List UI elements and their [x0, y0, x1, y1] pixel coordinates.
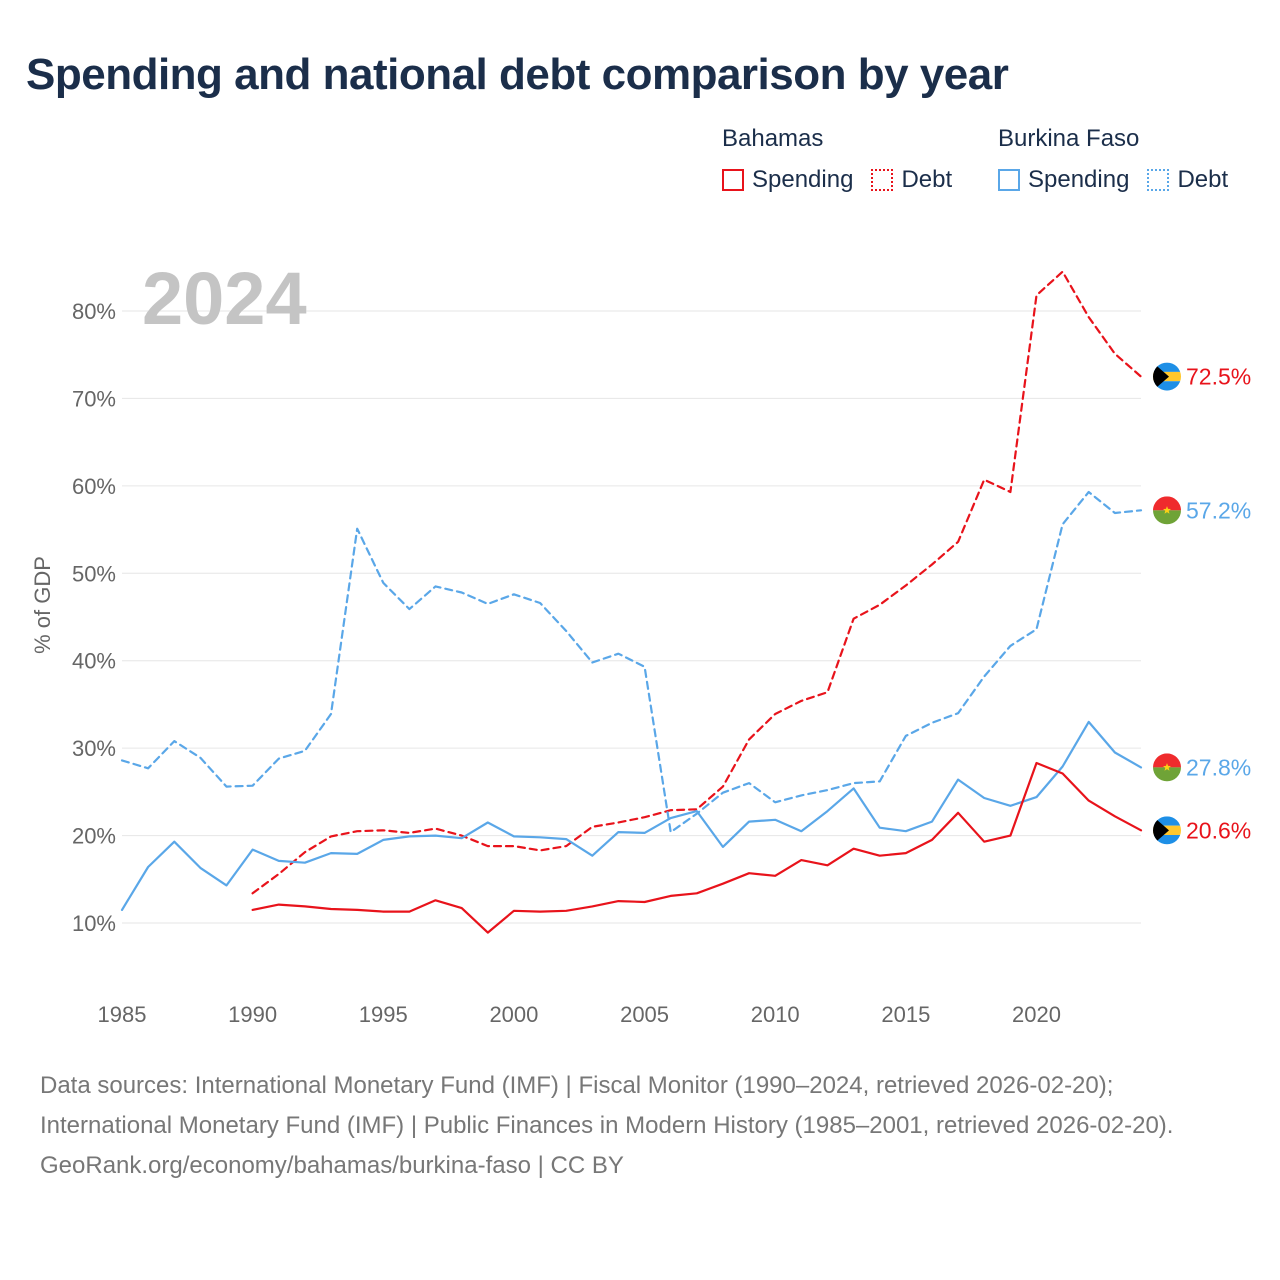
- legend-label-debt: Debt: [1177, 166, 1229, 193]
- end-marker: 20.6%: [1153, 816, 1251, 845]
- y-tick-label: 20%: [72, 824, 116, 849]
- x-tick-label: 2020: [1012, 1002, 1061, 1027]
- end-value-label: 20.6%: [1186, 817, 1251, 843]
- legend-swatch-dotted: [871, 169, 894, 191]
- end-marker: 72.5%: [1153, 362, 1251, 391]
- end-markers: 72.5% 57.2% 27.8% 20.6%: [1153, 362, 1251, 845]
- series-line-bahamas-spending[interactable]: [251, 761, 1143, 934]
- x-tick-label: 2005: [620, 1002, 669, 1027]
- end-value-label: 27.8%: [1186, 754, 1251, 780]
- legend-item-bahamas-spending[interactable]: Spending: [722, 166, 853, 194]
- legend-group-burkina-faso: Burkina Faso Spending Debt: [998, 124, 1228, 194]
- legend-swatch-solid: [722, 169, 744, 191]
- gridlines: [122, 310, 1141, 924]
- x-tick-label: 2000: [489, 1002, 538, 1027]
- legend-item-burkina-faso-spending[interactable]: Spending: [998, 166, 1129, 194]
- legend-swatch-solid: [998, 169, 1020, 191]
- y-tick-label: 80%: [72, 299, 116, 324]
- series-line-burkina-faso-spending[interactable]: [120, 720, 1143, 912]
- legend-label-spending: Spending: [1028, 166, 1130, 193]
- y-tick-label: 50%: [72, 561, 116, 586]
- series-line-bahamas-debt[interactable]: [251, 270, 1143, 895]
- legend-country-bahamas: Bahamas: [722, 125, 824, 152]
- x-tick-label: 1990: [228, 1002, 277, 1027]
- y-tick-label: 30%: [72, 736, 116, 761]
- end-marker: 27.8%: [1153, 753, 1251, 782]
- footer: Data sources: International Monetary Fun…: [40, 1066, 1240, 1186]
- y-tick-label: 40%: [72, 649, 116, 674]
- bahamas-flag-icon: [1153, 816, 1181, 845]
- y-tick-label: 70%: [72, 386, 116, 411]
- year-watermark: 2024: [142, 257, 307, 340]
- legend-item-burkina-faso-debt[interactable]: Debt: [1147, 166, 1228, 194]
- legend-label-debt: Debt: [901, 166, 953, 193]
- burkina-faso-flag-icon: [1153, 496, 1181, 525]
- end-value-label: 72.5%: [1186, 364, 1251, 390]
- y-axis-label: % of GDP: [30, 556, 55, 654]
- legend-label-spending: Spending: [752, 166, 854, 193]
- legend-swatch-dotted: [1147, 169, 1170, 191]
- chart-title: Spending and national debt comparison by…: [26, 50, 1009, 99]
- footer-sources: Data sources: International Monetary Fun…: [40, 1072, 1174, 1139]
- line-chart: 2024 % of GDP 10% 20% 30% 40% 50% 60% 70% 80% 19…: [30, 257, 1251, 1027]
- footer-credit[interactable]: GeoRank.org/economy/bahamas/burkina-faso…: [40, 1152, 624, 1179]
- axes: 10% 20% 30% 40% 50% 60% 70% 80% 1985 1990 1995 2000…: [72, 299, 1061, 1027]
- bahamas-flag-icon: [1153, 362, 1181, 391]
- burkina-faso-flag-icon: [1153, 753, 1181, 782]
- end-value-label: 57.2%: [1186, 497, 1251, 523]
- x-tick-label: 2010: [751, 1002, 800, 1027]
- x-tick-label: 2015: [881, 1002, 930, 1027]
- end-marker: 57.2%: [1153, 496, 1251, 525]
- x-tick-label: 1995: [359, 1002, 408, 1027]
- legend-country-burkina-faso: Burkina Faso: [998, 125, 1140, 152]
- legend-group-bahamas: Bahamas Spending Debt: [722, 124, 952, 194]
- x-tick-label: 1985: [98, 1002, 147, 1027]
- legend-item-bahamas-debt[interactable]: Debt: [871, 166, 952, 194]
- series: [120, 270, 1143, 934]
- series-line-burkina-faso-debt[interactable]: [120, 490, 1143, 834]
- y-tick-label: 10%: [72, 911, 116, 936]
- y-tick-label: 60%: [72, 474, 116, 499]
